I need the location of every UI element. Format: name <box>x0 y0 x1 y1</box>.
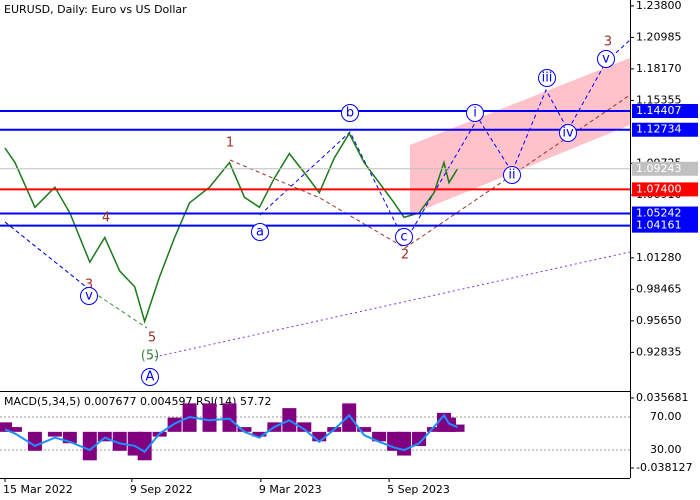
wave-label: iv <box>562 126 574 141</box>
wave-label: 1 <box>226 136 234 151</box>
macd-bar <box>412 431 427 447</box>
y-tick-label: 1.15355 <box>636 93 682 106</box>
wave-label: b <box>346 106 354 121</box>
macd-bar <box>342 403 357 432</box>
y-tick-label: 0.92835 <box>636 345 682 358</box>
macd-bar <box>27 431 42 451</box>
level-label: 1.09243 <box>636 162 682 175</box>
wave-label: iii <box>542 71 553 86</box>
wave-label: 3 <box>604 35 612 50</box>
level-label: 1.12734 <box>636 123 682 136</box>
macd-bar <box>297 422 312 432</box>
wave-label: c <box>400 230 407 245</box>
level-label-box <box>632 104 698 119</box>
y2-tick-label: 70.00 <box>650 410 682 423</box>
wave-label: (5) <box>141 349 159 364</box>
y-tick-label: 1.18170 <box>636 62 682 75</box>
y-tick-label: 1.23800 <box>636 0 682 12</box>
macd-bar <box>7 427 22 432</box>
wave-label: i <box>473 106 477 121</box>
y-tick-label: 0.035681 <box>636 391 689 404</box>
y2-tick-label: 30.00 <box>650 443 682 456</box>
wave-line <box>4 221 148 329</box>
y-tick-label: 1.01280 <box>636 251 682 264</box>
macd-bar <box>0 422 12 432</box>
wave-circle <box>341 104 359 122</box>
level-label-box <box>632 122 698 137</box>
level-label: 1.04161 <box>636 219 682 232</box>
x-tick-label: 9 Mar 2023 <box>259 483 322 496</box>
macd-bar <box>397 431 412 456</box>
level-label-box <box>632 206 698 221</box>
macd-bar <box>112 431 127 451</box>
level-label-box <box>632 161 698 176</box>
price-channel <box>410 58 630 215</box>
wave-circle <box>466 104 484 122</box>
wave-circle <box>503 166 521 184</box>
y-tick-label: 0.95650 <box>636 314 682 327</box>
level-label-box <box>632 182 698 197</box>
wave-circle <box>559 124 577 142</box>
macd-bar <box>312 431 327 442</box>
chart-title: EURUSD, Daily: Euro vs US Dollar <box>4 3 187 16</box>
macd-bar <box>47 431 62 437</box>
macd-bar <box>137 431 152 461</box>
level-label-box <box>632 218 698 233</box>
wave-label: v <box>85 289 93 304</box>
wave-label: v <box>602 52 610 67</box>
wave-label: 4 <box>102 211 110 226</box>
y-tick-label: 1.20985 <box>636 30 682 43</box>
macd-bar <box>202 403 217 432</box>
price-line <box>4 131 459 324</box>
wave-circle <box>395 228 413 246</box>
x-tick-label: 9 Sep 2022 <box>130 483 193 496</box>
macd-bar <box>222 403 237 432</box>
wave-circle <box>538 69 556 87</box>
trend-line <box>149 251 631 359</box>
macd-bar <box>82 431 97 461</box>
wave-circle <box>251 223 269 241</box>
wave-circle <box>597 50 615 68</box>
wave-label: a <box>256 225 264 240</box>
wave-label: 5 <box>148 331 156 346</box>
macd-bar <box>357 427 372 432</box>
wave-circle <box>80 287 98 305</box>
level-label: 1.05242 <box>636 207 682 220</box>
level-label: 1.07400 <box>636 182 682 195</box>
level-label: 1.14407 <box>636 104 682 117</box>
wave-label: ii <box>508 168 515 183</box>
macd-bar <box>450 424 465 432</box>
macd-bar <box>252 431 267 437</box>
x-tick-label: 15 Mar 2022 <box>3 483 73 496</box>
macd-bar <box>427 427 442 432</box>
wave-label: 2 <box>401 248 409 263</box>
y-tick-label: 0.98465 <box>636 282 682 295</box>
wave-circle <box>141 368 159 386</box>
macd-bar <box>237 427 252 432</box>
rsi-line <box>4 413 458 453</box>
wave-label: A <box>146 370 155 385</box>
y-tick-label: -0.038127 <box>636 461 692 474</box>
macd-bar <box>372 431 387 442</box>
macd-bar <box>62 431 77 444</box>
wave-label: 3 <box>85 278 93 293</box>
x-tick-label: 5 Sep 2023 <box>387 483 450 496</box>
